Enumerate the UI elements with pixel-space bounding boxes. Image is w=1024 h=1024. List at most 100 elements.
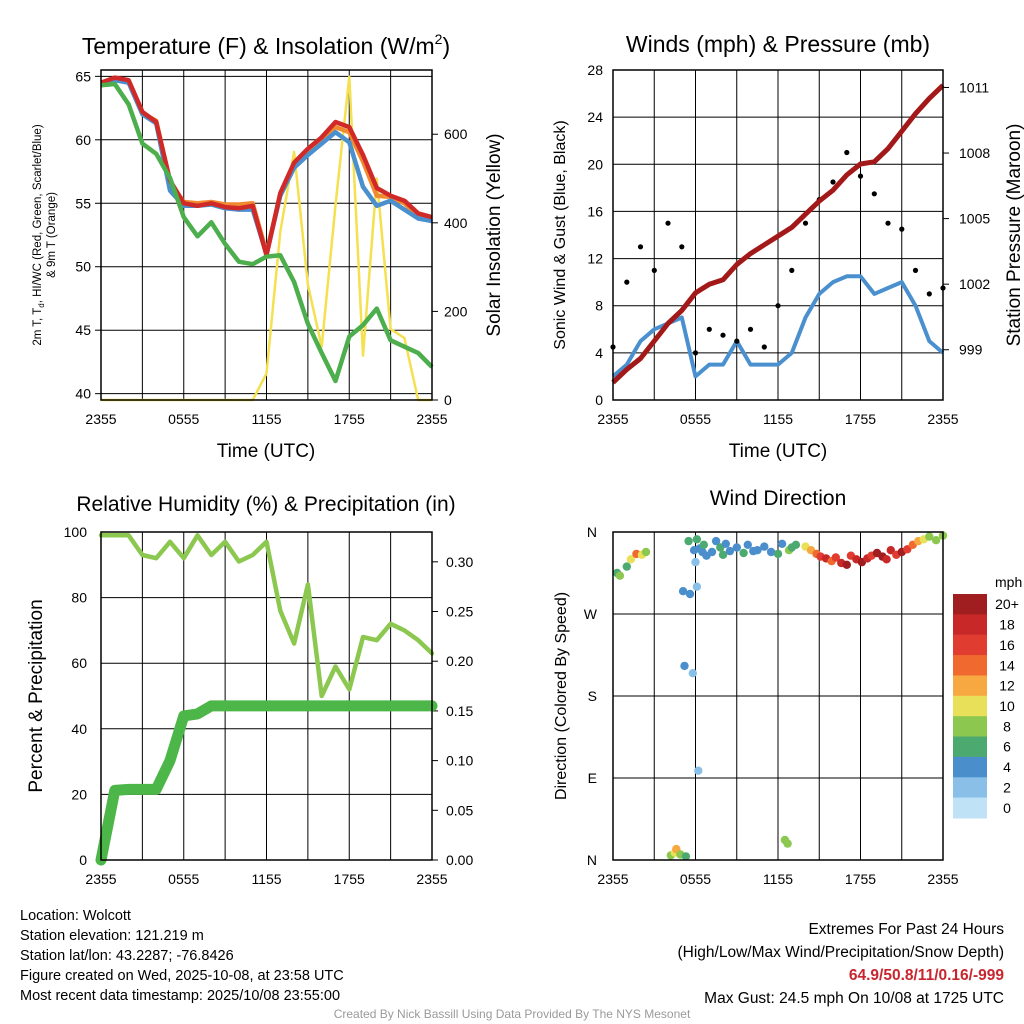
x-tick-label: 2355 [85,871,116,887]
x-tick-label: 2355 [597,411,628,427]
legend-label: 0 [1003,800,1011,816]
direction-point [773,549,783,559]
gust-point [871,191,877,197]
gust-point [789,267,795,273]
direction-point [691,557,700,567]
legend-swatch [953,614,987,636]
direction-point [626,555,636,564]
wind-direction-y-label: Direction (Colored By Speed) [553,592,570,800]
y-tick-label-right: 0.00 [446,852,473,868]
y-tick-label-right: 1005 [959,211,990,227]
winds-y-label-right: Station Pressure (Maroon) [1004,124,1024,347]
latlon-text: Station lat/lon: 43.2287; -76.8426 [20,948,234,964]
y-tick-label: 60 [71,655,87,671]
y-tick-label: 20 [71,786,87,802]
plot-frame [612,531,944,861]
x-tick-label: 1755 [334,411,365,427]
x-tick-label: 0555 [680,411,711,427]
legend-swatch [953,594,987,615]
gust-point [665,220,671,226]
gust-point [734,338,740,344]
x-tick-label: 0555 [168,871,199,887]
plot-frame [100,531,433,861]
gust-point [706,326,712,332]
direction-point [931,536,941,545]
extremes-subtitle: (High/Low/Max Wind/Precipitation/Snow De… [677,944,1005,961]
winds-panel: Winds (mph) & Pressure (mb) Sonic Wind &… [552,31,1024,462]
x-tick-label: 1755 [334,871,365,887]
x-tick-label: 1155 [251,411,281,427]
series-line [98,533,435,699]
direction-point [641,547,651,557]
y-tick-label: N [587,852,597,868]
temperature-panel: Temperature (F) & Insolation (W/m2) 2m T… [32,31,505,462]
location-text: Location: Wolcott [20,908,131,924]
x-tick-label: 2355 [416,871,447,887]
gust-point [844,149,850,156]
y-tick-label-right: 0.20 [446,653,473,669]
direction-point [777,539,787,548]
direction-point [699,540,708,549]
y-tick-label: W [584,606,598,622]
gust-point [802,220,809,226]
y-tick-label: 28 [587,62,603,78]
x-tick-label: 1155 [251,871,281,887]
legend-title: mph [995,574,1022,590]
direction-point [725,546,735,556]
legend-swatch [953,634,987,656]
y-tick-label: 50 [75,259,91,275]
gust-point [624,279,630,285]
y-tick-label: 8 [595,298,603,314]
direction-point [760,542,769,551]
series-line [95,700,438,866]
direction-point [925,532,934,541]
elevation-text: Station elevation: 121.219 m [20,928,204,944]
direction-point [622,562,631,571]
y-tick-label: 60 [75,132,91,148]
x-tick-label: 1155 [763,871,793,887]
legend-swatch [953,736,987,758]
direction-point [678,587,688,596]
direction-point [739,548,748,558]
y-tick-label: 100 [64,524,88,540]
y-tick-label-right: 0.30 [446,554,473,570]
y-tick-label-right: 600 [444,126,468,142]
humidity-title: Relative Humidity (%) & Precipitation (i… [76,493,455,516]
humidity-y-label: Percent & Precipitation [26,599,47,792]
y-tick-label: 20 [587,156,603,172]
temperature-y-label: 2m T, Td, HI/WC (Red, Green, Scarlet/Blu… [32,124,46,345]
x-tick-label: 2355 [85,411,116,427]
wind-direction-title: Wind Direction [710,487,847,510]
legend-label: 16 [999,637,1015,653]
extremes-title: Extremes For Past 24 Hours [808,921,1004,938]
winds-title: Winds (mph) & Pressure (mb) [626,31,930,57]
direction-point [882,555,891,564]
y-tick-label: 0 [79,852,87,868]
y-tick-label-right: 0.15 [446,703,473,719]
legend-swatch [953,716,987,738]
legend-label: 20+ [995,596,1019,612]
legend-swatch [953,655,987,676]
direction-point [718,550,728,559]
y-tick-label-right: 400 [444,215,468,231]
legend-label: 10 [999,698,1015,714]
recent-text: Most recent data timestamp: 2025/10/08 2… [20,988,341,1004]
legend-label: 18 [999,617,1015,633]
y-tick-label: 0 [595,392,603,408]
direction-point [707,547,717,557]
legend-swatch [953,695,987,717]
direction-point [842,560,851,569]
y-tick-label: 24 [587,109,603,125]
max-gust-text: Max Gust: 24.5 mph On 10/08 at 1725 UTC [704,990,1004,1007]
direction-point [791,540,801,549]
y-tick-label-right: 0 [444,392,452,408]
y-tick-label-right: 1011 [959,79,989,95]
y-tick-label: 45 [75,322,91,338]
legend-swatch [953,777,987,799]
winds-y-label: Sonic Wind & Gust (Blue, Black) [552,120,569,349]
y-tick-label-right: 0.25 [446,604,473,620]
created-text: Figure created on Wed, 2025-10-08, at 23… [20,968,344,984]
temperature-y-label-right: Solar Insolation (Yellow) [484,133,505,336]
station-info: Location: Wolcott Station elevation: 121… [20,906,344,1006]
